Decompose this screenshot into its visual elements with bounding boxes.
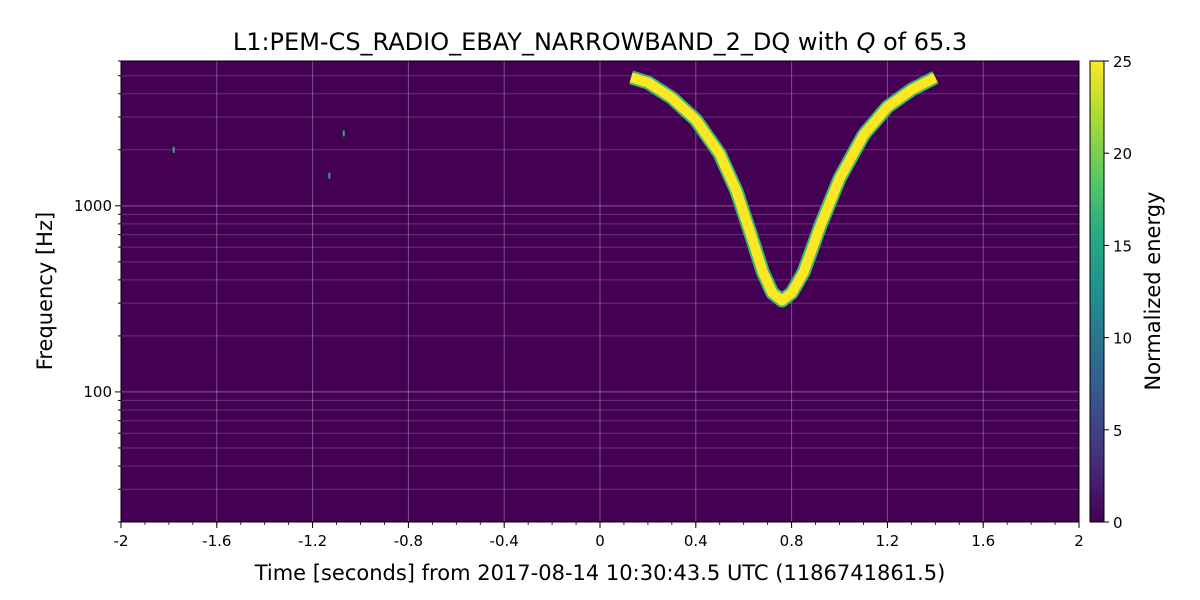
colorbar-tick-label: 0: [1113, 514, 1123, 532]
y-axis-ticks: 100 1000: [74, 60, 121, 523]
x-tick-label: 1.6: [971, 532, 995, 550]
x-tick-label: 0.4: [684, 532, 708, 550]
chart-title: L1:PEM-CS_RADIO_EBAY_NARROWBAND_2_DQ wit…: [233, 28, 967, 56]
energy-pixel: [328, 172, 331, 179]
x-tick-label: 0: [595, 532, 605, 550]
chart-title-prefix: L1:PEM-CS_RADIO_EBAY_NARROWBAND_2_DQ wit…: [233, 28, 857, 56]
energy-pixel: [342, 130, 345, 137]
x-tick-label: 2: [1074, 532, 1084, 550]
x-axis-ticks: -2 -1.6 -1.2 -0.8 -0.4 0 0.4 0.8 1.2 1.6 2: [114, 522, 1084, 550]
colorbar-ticks: 0 5 10 15 20 25: [1104, 53, 1132, 532]
grid: [121, 61, 1079, 522]
heatmap-data: [172, 70, 940, 308]
x-tick-label: 0.8: [780, 532, 804, 550]
colorbar-tick-label: 10: [1113, 330, 1132, 348]
y-tick-label: 1000: [74, 197, 112, 215]
chart-title-suffix: of 65.3: [875, 28, 967, 56]
x-tick-label: -1.6: [202, 532, 231, 550]
colorbar-tick-label: 15: [1113, 237, 1132, 255]
x-tick-label: -0.8: [394, 532, 423, 550]
x-tick-label: -2: [114, 532, 129, 550]
energy-pixel: [172, 146, 175, 153]
chirp-track: [628, 72, 938, 306]
colorbar-tick-label: 5: [1113, 422, 1123, 440]
x-tick-label: -1.2: [298, 532, 327, 550]
y-axis-label: Frequency [Hz]: [33, 212, 57, 370]
chart-title-q: Q: [856, 28, 875, 56]
colorbar-tick-label: 20: [1113, 145, 1132, 163]
colorbar: [1089, 60, 1105, 523]
colorbar-label: Normalized energy: [1141, 192, 1165, 391]
x-tick-label: -0.4: [490, 532, 519, 550]
plot-area: [121, 61, 1079, 522]
x-tick-label: 1.2: [875, 532, 899, 550]
y-tick-label: 100: [83, 383, 112, 401]
colorbar-tick-label: 25: [1113, 53, 1132, 71]
x-axis-label: Time [seconds] from 2017-08-14 10:30:43.…: [254, 561, 946, 585]
